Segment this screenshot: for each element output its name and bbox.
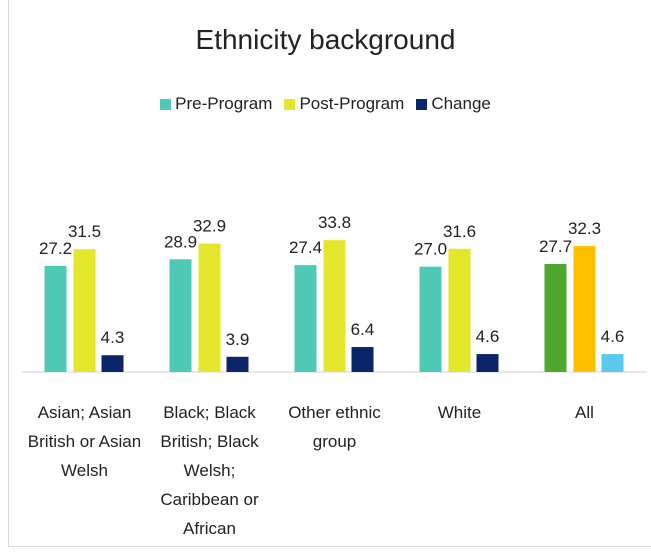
data-label: 4.3 [101, 328, 125, 347]
legend-label: Post-Program [299, 94, 405, 113]
bar [476, 354, 499, 372]
bar [419, 266, 442, 372]
data-label: 32.9 [193, 217, 226, 236]
legend-label: Change [431, 94, 491, 113]
data-label: 31.5 [68, 222, 101, 241]
bar [351, 347, 374, 372]
bar [323, 240, 346, 372]
legend-swatch [416, 98, 428, 110]
data-label: 4.6 [476, 327, 500, 346]
bar [544, 263, 567, 372]
legend-item: Pre-Program [160, 94, 272, 114]
x-tick-label: Other ethnic group [288, 403, 381, 451]
bar [198, 243, 221, 372]
data-label: 4.6 [601, 327, 625, 346]
x-tick-label: All [575, 403, 594, 422]
bar [169, 259, 192, 372]
data-label: 6.4 [351, 320, 375, 339]
x-tick-label: White [437, 403, 482, 422]
legend-swatch [160, 98, 172, 110]
data-label: 27.4 [289, 238, 322, 257]
chart-frame [8, 0, 651, 547]
x-tick-label: Black; Black British; Black Welsh; Carib… [160, 403, 259, 538]
bar [294, 265, 317, 372]
x-tick-label: Asian; Asian British or Asian Welsh [27, 403, 142, 480]
legend-item: Change [416, 94, 491, 114]
legend-label: Pre-Program [175, 94, 273, 113]
chart-title: Ethnicity background [195, 24, 456, 55]
bar [73, 249, 96, 372]
data-label: 28.9 [164, 232, 197, 251]
legend-swatch [284, 98, 296, 110]
bar [573, 246, 596, 372]
bar [101, 355, 124, 372]
bar [601, 354, 624, 372]
bar [448, 248, 471, 372]
legend: Pre-Program Post-Program Change [0, 94, 651, 114]
data-label: 3.9 [226, 330, 250, 349]
data-label: 27.0 [414, 240, 447, 259]
data-label: 27.2 [39, 239, 72, 258]
data-label: 33.8 [318, 213, 351, 232]
bar [226, 356, 249, 372]
bar [44, 265, 67, 372]
data-label: 31.6 [443, 222, 476, 241]
data-label: 27.7 [539, 237, 572, 256]
data-label: 32.3 [568, 219, 601, 238]
legend-item: Post-Program [284, 94, 404, 114]
